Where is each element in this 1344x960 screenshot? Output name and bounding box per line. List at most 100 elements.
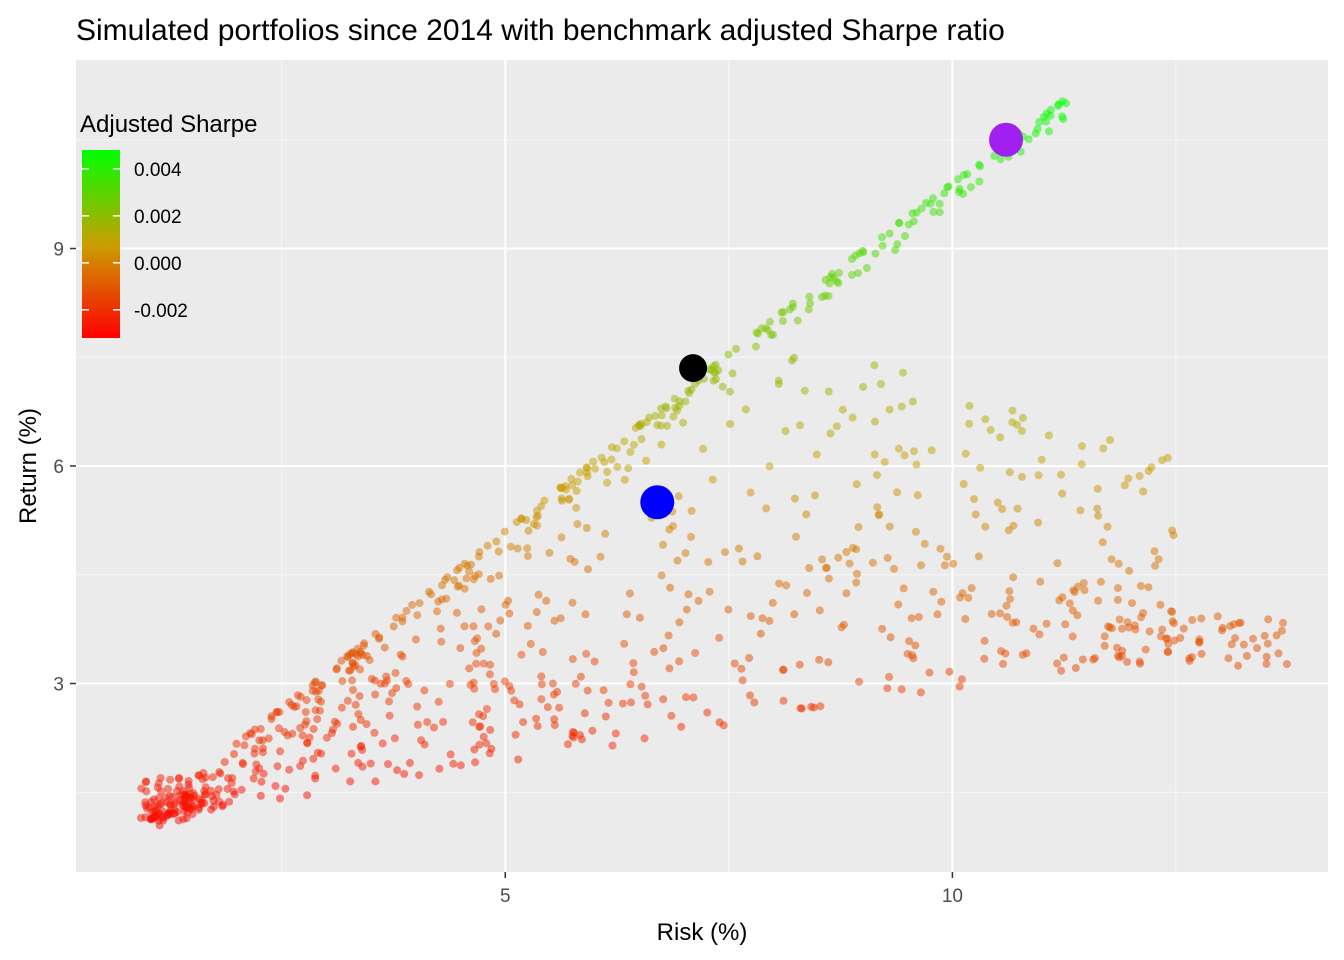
portfolio-point xyxy=(608,741,617,750)
portfolio-point xyxy=(891,246,900,255)
portfolio-point xyxy=(980,636,989,645)
portfolio-point xyxy=(1018,650,1027,659)
portfolio-point xyxy=(909,217,918,226)
portfolio-point xyxy=(165,792,174,801)
portfolio-point xyxy=(957,675,966,684)
portfolio-point xyxy=(366,759,375,768)
portfolio-point xyxy=(465,664,474,673)
portfolio-point xyxy=(439,717,448,726)
portfolio-point xyxy=(936,544,945,553)
portfolio-point xyxy=(437,637,446,646)
portfolio-point xyxy=(914,613,923,621)
portfolio-point xyxy=(455,581,464,590)
portfolio-point xyxy=(629,668,638,677)
portfolio-point xyxy=(482,739,491,748)
portfolio-point xyxy=(568,598,577,607)
portfolio-point xyxy=(390,734,399,743)
portfolio-point xyxy=(460,622,469,631)
portfolio-point xyxy=(792,532,800,541)
portfolio-point xyxy=(545,548,554,557)
portfolio-point xyxy=(718,382,727,391)
portfolio-point xyxy=(230,750,238,759)
portfolio-point xyxy=(1262,652,1271,661)
portfolio-point xyxy=(659,644,668,653)
portfolio-point xyxy=(961,615,970,623)
portfolio-point xyxy=(332,665,341,674)
portfolio-point xyxy=(805,292,814,301)
portfolio-point xyxy=(302,696,311,705)
portfolio-point xyxy=(513,544,522,553)
highlight-point xyxy=(989,122,1024,157)
portfolio-point xyxy=(1078,442,1086,451)
portfolio-point xyxy=(376,679,385,688)
portfolio-point xyxy=(514,755,523,764)
portfolio-point xyxy=(453,566,462,575)
portfolio-point xyxy=(620,475,629,484)
portfolio-point xyxy=(626,680,635,689)
portfolio-point xyxy=(519,718,528,727)
portfolio-point xyxy=(834,553,843,562)
portfolio-point xyxy=(264,734,273,743)
portfolio-point xyxy=(568,481,576,490)
x-tick-label: 5 xyxy=(500,886,511,907)
portfolio-point xyxy=(883,554,892,562)
portfolio-point xyxy=(824,292,833,300)
portfolio-point xyxy=(981,415,990,424)
portfolio-point xyxy=(775,579,784,588)
portfolio-point xyxy=(790,353,798,362)
portfolio-point xyxy=(359,641,368,650)
portfolio-point xyxy=(955,185,964,193)
portfolio-point xyxy=(349,686,357,694)
portfolio-point xyxy=(1239,640,1248,649)
portfolio-point xyxy=(793,316,802,325)
portfolio-point xyxy=(571,679,580,688)
portfolio-point xyxy=(347,749,356,758)
portfolio-point xyxy=(1156,632,1165,641)
portfolio-point xyxy=(622,610,631,619)
portfolio-point xyxy=(1094,511,1103,520)
portfolio-point xyxy=(1093,484,1102,493)
portfolio-point xyxy=(1005,587,1014,596)
portfolio-point xyxy=(1118,624,1126,633)
portfolio-point xyxy=(899,584,908,593)
portfolio-point xyxy=(1009,521,1018,530)
portfolio-point xyxy=(878,624,887,633)
portfolio-point xyxy=(487,744,496,753)
portfolio-point xyxy=(288,729,297,738)
portfolio-point xyxy=(812,450,821,459)
portfolio-point xyxy=(1218,623,1227,632)
portfolio-point xyxy=(694,596,703,605)
portfolio-point xyxy=(174,816,183,825)
portfolio-point xyxy=(267,715,276,723)
portfolio-point xyxy=(533,722,542,731)
portfolio-point xyxy=(1013,420,1022,429)
legend-colorbar xyxy=(82,150,120,338)
portfolio-point xyxy=(1008,406,1017,415)
portfolio-point xyxy=(164,785,172,793)
portfolio-point xyxy=(589,457,598,466)
portfolio-point xyxy=(996,433,1005,442)
portfolio-point xyxy=(276,794,284,803)
portfolio-point xyxy=(149,814,158,823)
portfolio-point xyxy=(1105,623,1114,632)
portfolio-point xyxy=(471,758,480,767)
portfolio-point xyxy=(391,669,400,677)
portfolio-point xyxy=(1115,615,1124,624)
portfolio-point xyxy=(1135,472,1144,480)
portfolio-point xyxy=(750,698,759,707)
portfolio-point xyxy=(837,623,846,632)
portfolio-point xyxy=(174,774,183,783)
portfolio-point xyxy=(779,696,788,705)
portfolio-point xyxy=(1282,660,1291,669)
portfolio-point xyxy=(183,808,192,817)
portfolio-point xyxy=(505,609,514,618)
portfolio-point xyxy=(661,402,670,411)
portfolio-point xyxy=(964,593,973,602)
portfolio-point xyxy=(563,740,572,749)
portfolio-point xyxy=(873,471,881,480)
portfolio-point xyxy=(782,581,791,590)
portfolio-point xyxy=(505,682,514,691)
portfolio-point xyxy=(355,692,364,701)
portfolio-point xyxy=(402,677,411,685)
portfolio-point xyxy=(675,657,684,666)
